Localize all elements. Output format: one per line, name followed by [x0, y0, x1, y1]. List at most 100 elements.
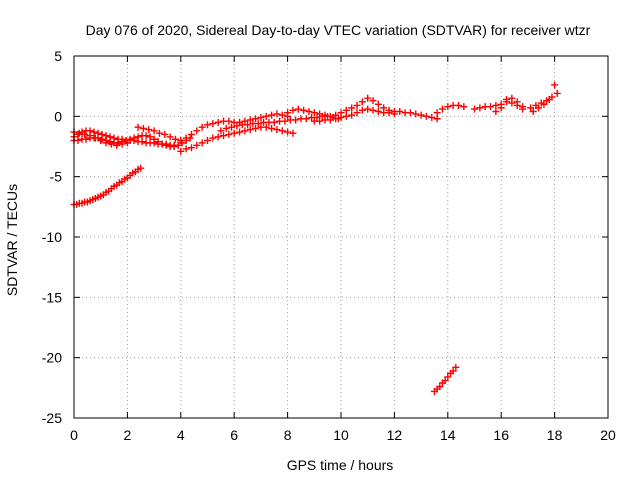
y-axis-title: SDTVAR / TECUs	[4, 184, 20, 296]
y-tick-label: -15	[42, 289, 62, 305]
data-point	[284, 128, 292, 136]
data-point	[187, 130, 195, 138]
data-point	[230, 129, 238, 137]
series-arc-early-rise	[134, 123, 185, 144]
data-point	[444, 103, 452, 111]
data-point	[145, 126, 153, 134]
data-point	[316, 117, 324, 125]
data-point	[385, 109, 393, 117]
data-point	[225, 130, 233, 138]
data-point	[326, 116, 334, 124]
x-axis-title: GPS time / hours	[287, 457, 394, 473]
data-point	[98, 135, 106, 143]
data-point	[305, 108, 313, 116]
data-point	[146, 133, 154, 141]
data-point	[444, 373, 452, 381]
data-point	[436, 383, 444, 391]
data-point	[137, 164, 145, 172]
data-point	[193, 141, 201, 149]
y-tick-label: 0	[54, 108, 62, 124]
data-point	[369, 97, 377, 105]
data-point	[262, 112, 270, 120]
data-point	[476, 104, 484, 112]
data-point	[134, 133, 142, 141]
data-point	[422, 112, 430, 120]
data-point	[348, 104, 356, 112]
data-point	[142, 132, 150, 140]
data-point	[162, 141, 170, 149]
x-tick-label: 14	[440, 427, 456, 443]
data-point	[241, 127, 249, 135]
y-tick-label: -20	[42, 350, 62, 366]
data-point	[187, 144, 195, 152]
data-point	[97, 136, 105, 144]
series-arc-late-b	[492, 94, 527, 116]
data-point	[252, 124, 260, 132]
data-point	[270, 118, 278, 126]
data-point	[161, 130, 169, 138]
data-point	[273, 110, 281, 118]
x-tick-label: 18	[547, 427, 563, 443]
data-point	[428, 114, 436, 122]
data-point	[171, 135, 179, 143]
data-point	[177, 136, 185, 144]
data-point	[158, 140, 166, 148]
y-tick-label: -5	[50, 169, 63, 185]
data-point	[222, 124, 230, 132]
data-point	[107, 140, 115, 148]
data-point	[262, 123, 270, 131]
data-point	[81, 130, 89, 138]
data-point	[406, 109, 414, 117]
data-point	[233, 122, 241, 130]
data-point	[454, 101, 462, 109]
series-arc-center-low	[310, 105, 398, 125]
x-tick-label: 4	[177, 427, 185, 443]
data-point	[390, 110, 398, 118]
series-arc-end	[527, 89, 561, 112]
data-point	[134, 123, 142, 131]
data-point	[348, 111, 356, 119]
data-point	[492, 101, 500, 109]
data-point	[252, 115, 260, 123]
data-point	[236, 128, 244, 136]
data-point	[82, 135, 90, 143]
data-point	[460, 103, 468, 111]
data-point	[313, 114, 321, 122]
data-point	[441, 377, 449, 385]
data-point	[284, 109, 292, 117]
data-point	[369, 106, 377, 114]
data-point	[289, 129, 297, 137]
data-point	[74, 136, 82, 144]
series-arc-mid-a	[177, 110, 292, 144]
data-point	[126, 135, 134, 143]
data-point	[113, 141, 121, 149]
data-point	[273, 126, 281, 134]
series-arc-bottom	[430, 363, 460, 395]
data-point	[204, 121, 211, 129]
data-point	[545, 95, 553, 103]
data-point	[342, 106, 350, 114]
x-tick-label: 6	[230, 427, 238, 443]
data-point	[281, 117, 289, 125]
data-point	[540, 100, 548, 108]
chart-title: Day 076 of 2020, Sidereal Day-to-day VTE…	[86, 22, 591, 38]
data-point	[364, 94, 372, 102]
data-point	[209, 134, 217, 142]
data-point	[332, 115, 340, 123]
data-point	[337, 114, 345, 122]
data-point	[353, 101, 361, 109]
data-point	[278, 127, 286, 135]
data-point	[433, 109, 441, 117]
data-point	[204, 136, 211, 144]
data-points	[70, 81, 561, 395]
data-point	[508, 94, 516, 102]
data-point	[438, 105, 446, 113]
data-point	[471, 105, 478, 113]
data-point	[268, 111, 276, 119]
data-point	[138, 138, 146, 146]
data-point	[75, 129, 83, 137]
data-point	[487, 103, 495, 111]
x-tick-label: 2	[124, 427, 132, 443]
data-point	[412, 110, 420, 118]
